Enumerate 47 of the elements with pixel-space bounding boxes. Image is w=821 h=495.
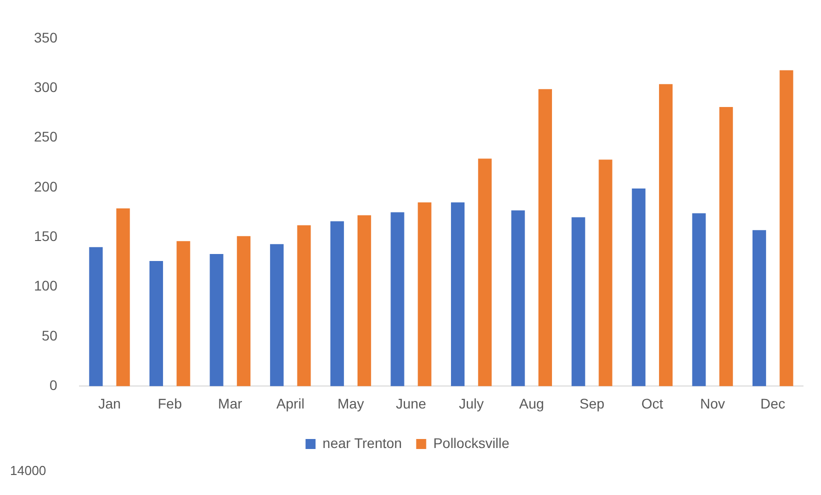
bar bbox=[538, 89, 552, 386]
x-tick-label: May bbox=[337, 395, 364, 412]
bar bbox=[210, 254, 224, 386]
bar bbox=[390, 212, 404, 386]
bar bbox=[511, 210, 525, 386]
x-tick-label: Feb bbox=[158, 395, 182, 412]
bar bbox=[330, 221, 344, 386]
bar bbox=[358, 215, 372, 386]
bar bbox=[632, 188, 646, 386]
legend-label: near Trenton bbox=[322, 434, 402, 451]
x-tick-label: April bbox=[276, 395, 304, 412]
bar bbox=[149, 260, 164, 386]
bar bbox=[598, 160, 612, 386]
y-tick-label: 150 bbox=[34, 228, 58, 244]
x-tick-label: Sep bbox=[579, 395, 605, 412]
bar bbox=[450, 202, 465, 386]
y-tick-label: 350 bbox=[34, 29, 58, 46]
bar bbox=[418, 202, 432, 386]
x-tick-label: Dec bbox=[760, 395, 786, 412]
y-tick-label: 100 bbox=[34, 278, 58, 294]
bar bbox=[236, 236, 250, 386]
bar bbox=[297, 225, 311, 386]
y-tick-label: 0 bbox=[50, 377, 58, 394]
bar bbox=[572, 217, 586, 386]
x-tick-label: Nov bbox=[700, 395, 725, 412]
y-tick-label: 200 bbox=[34, 178, 58, 194]
x-tick-label: July bbox=[458, 395, 484, 412]
y-tick-label: 50 bbox=[42, 327, 58, 344]
x-tick-label: Mar bbox=[218, 395, 243, 412]
bar bbox=[270, 244, 284, 386]
legend-label: Pollocksville bbox=[433, 434, 510, 451]
bar bbox=[478, 158, 492, 386]
x-tick-label: June bbox=[396, 395, 426, 412]
bar bbox=[719, 106, 733, 386]
x-tick-label: Jan bbox=[98, 395, 121, 412]
bar bbox=[780, 70, 794, 386]
bar bbox=[692, 213, 706, 386]
bar bbox=[659, 84, 673, 386]
x-tick-label: Oct bbox=[641, 395, 664, 412]
bar bbox=[752, 230, 766, 386]
bar bbox=[176, 241, 190, 386]
y-tick-label: 300 bbox=[34, 78, 58, 95]
y-tick-label: 250 bbox=[34, 128, 58, 145]
text: 14000 bbox=[10, 463, 48, 479]
x-tick-label: Aug bbox=[519, 395, 544, 412]
bar bbox=[116, 208, 130, 386]
bar bbox=[89, 247, 103, 386]
